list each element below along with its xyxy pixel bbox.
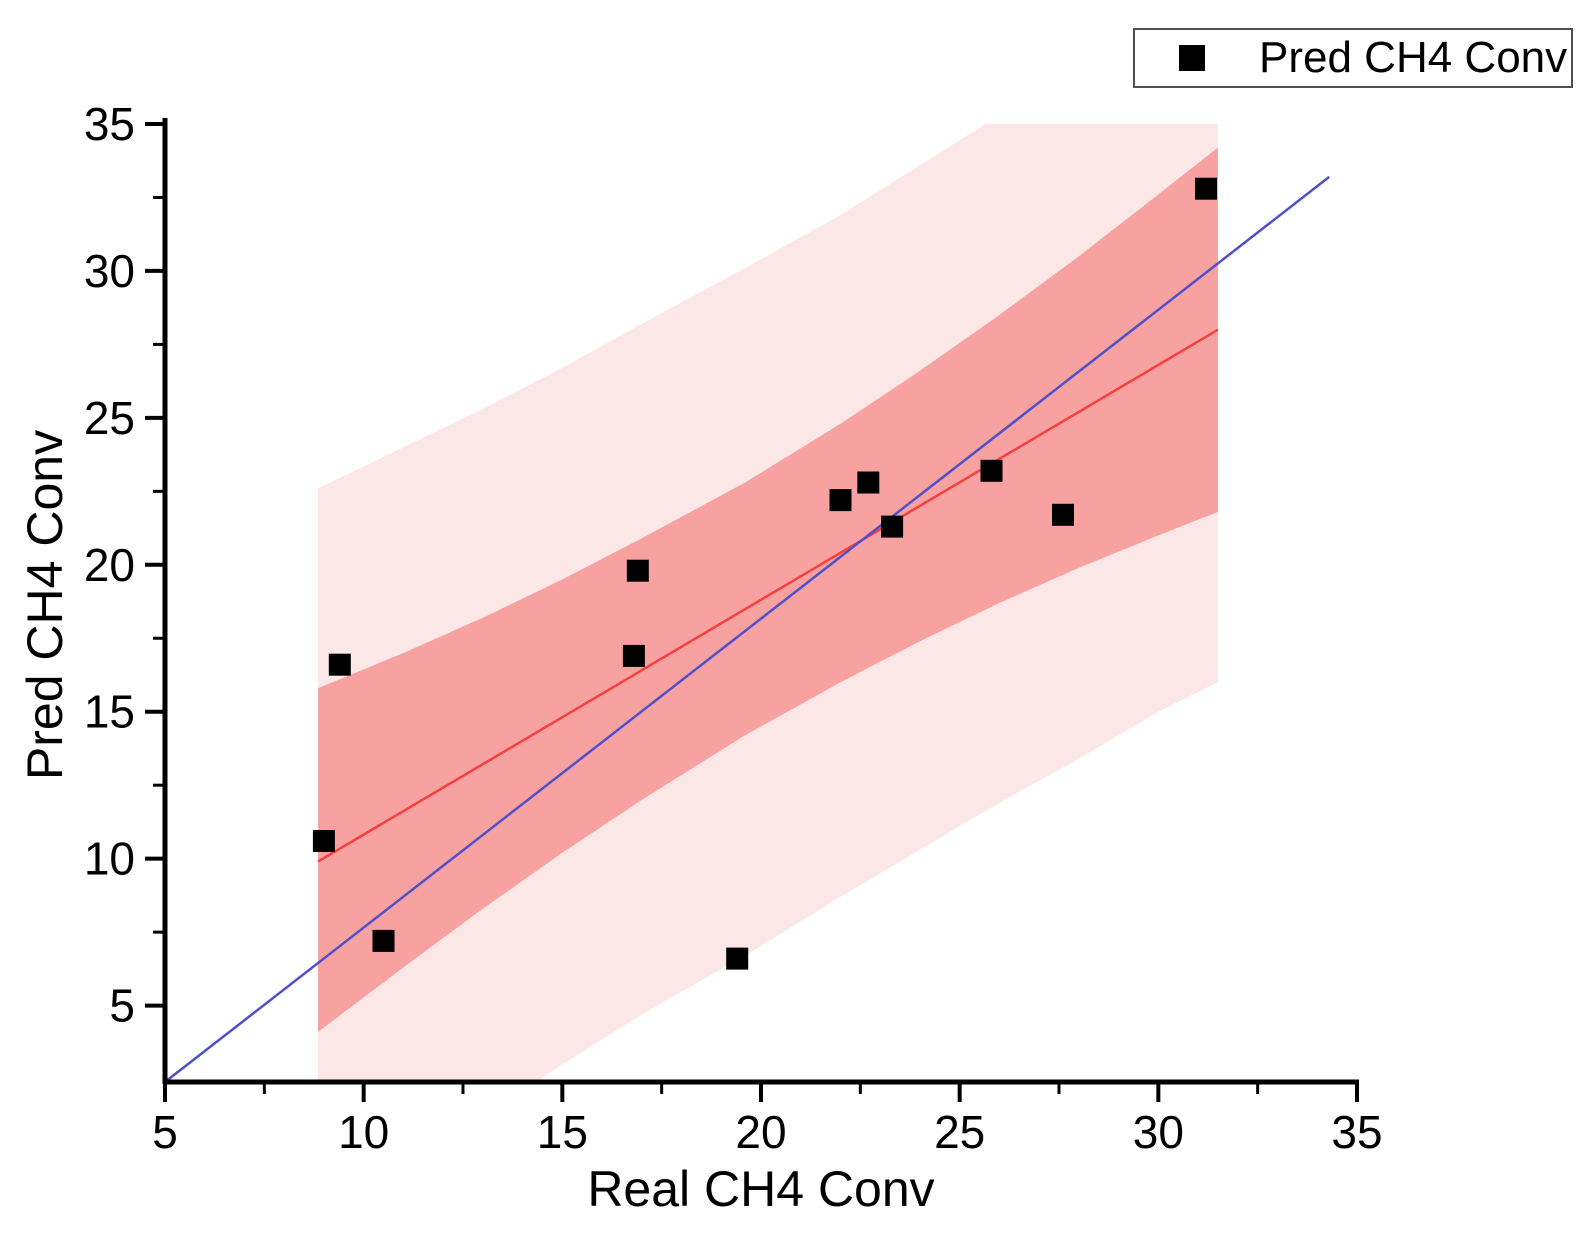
legend-label: Pred CH4 Conv <box>1259 33 1568 82</box>
data-point-marker <box>626 559 649 582</box>
data-point-marker <box>372 929 395 952</box>
confidence-band <box>318 147 1218 1032</box>
data-point-marker <box>328 653 351 676</box>
x-tick-label: 10 <box>338 1106 389 1158</box>
data-point-marker <box>857 471 880 494</box>
data-point-marker <box>1195 177 1217 200</box>
y-axis-title: Pred CH4 Conv <box>17 429 73 781</box>
data-point-marker <box>726 947 749 970</box>
x-tick-label: 25 <box>934 1106 985 1158</box>
y-tick-label: 15 <box>84 686 135 738</box>
x-tick-label: 30 <box>1133 1106 1184 1158</box>
y-tick-label: 35 <box>84 98 135 150</box>
y-tick-label: 5 <box>109 980 135 1032</box>
data-point-marker <box>980 459 1003 482</box>
y-tick-label: 25 <box>84 392 135 444</box>
y-tick-label: 10 <box>84 833 135 885</box>
data-point-marker <box>829 489 852 512</box>
y-tick-label: 30 <box>84 245 135 297</box>
x-tick-label: 35 <box>1331 1106 1382 1158</box>
x-tick-label: 15 <box>537 1106 588 1158</box>
data-point-marker <box>622 644 645 667</box>
fit-line <box>317 328 1219 863</box>
x-tick-label: 20 <box>735 1106 786 1158</box>
legend-marker-square-icon <box>1179 45 1205 71</box>
data-point-marker <box>881 515 904 538</box>
identity-line <box>165 175 1330 1082</box>
legend: Pred CH4 Conv <box>1133 28 1573 88</box>
y-tick-label: 20 <box>84 539 135 591</box>
x-tick-label: 5 <box>152 1106 178 1158</box>
data-point-marker <box>312 830 335 852</box>
x-axis-title: Real CH4 Conv <box>587 1161 935 1217</box>
data-point-marker <box>1052 503 1074 526</box>
